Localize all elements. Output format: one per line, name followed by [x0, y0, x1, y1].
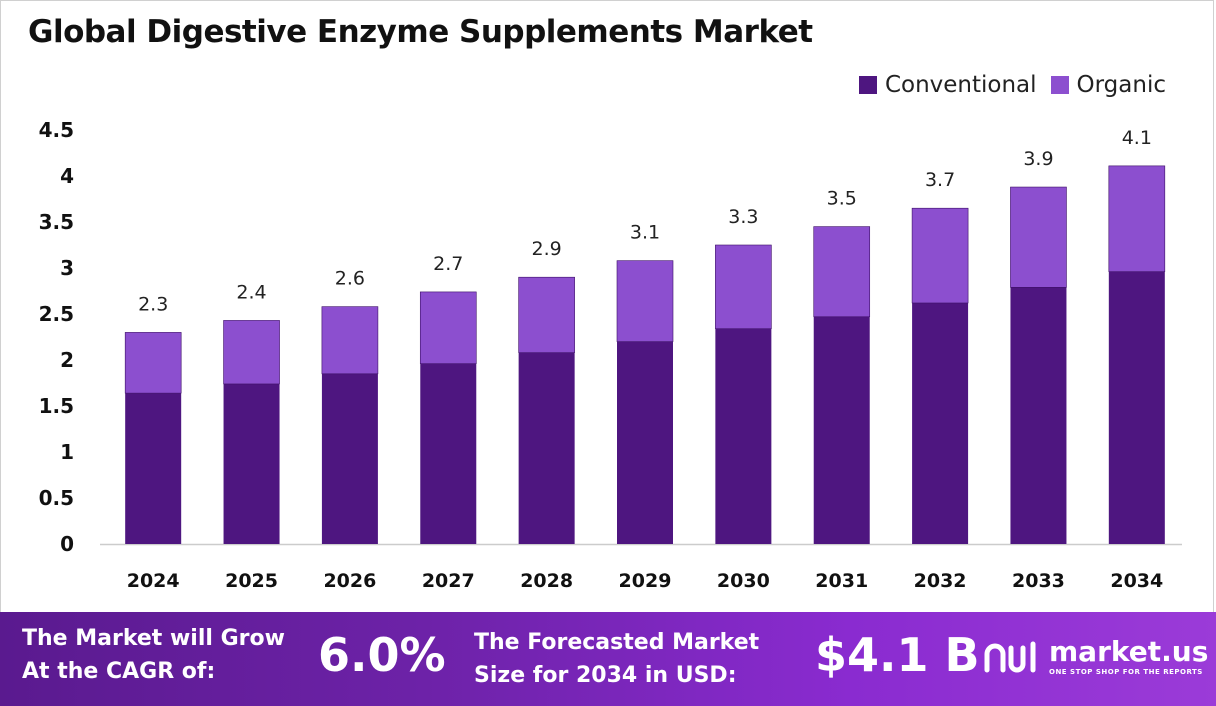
- chart-legend: Conventional Organic: [858, 72, 1166, 98]
- bar-organic: [715, 244, 772, 330]
- summary-footer: The Market will Grow At the CAGR of: 6.0…: [0, 612, 1216, 706]
- bar-total-label: 3.1: [630, 222, 660, 244]
- bar-total-label: 3.3: [728, 206, 758, 228]
- bar-organic: [419, 291, 477, 364]
- bar-conventional: [1010, 287, 1067, 544]
- bar-organic: [223, 320, 280, 385]
- bar-organic: [911, 207, 969, 304]
- bar-conventional: [912, 302, 969, 544]
- bar-conventional: [715, 328, 772, 544]
- bar-total-label: 4.1: [1122, 127, 1152, 149]
- bar-conventional: [518, 352, 575, 544]
- logo-name: market.us: [1049, 635, 1209, 668]
- y-tick-label: 1.5: [39, 394, 74, 418]
- bar-total-label: 3.5: [827, 188, 857, 210]
- bar-organic: [124, 332, 182, 394]
- market-us-wordmark: market.us ONE STOP SHOP FOR THE REPORTS: [1049, 635, 1209, 677]
- y-tick-label: 3.5: [39, 210, 74, 234]
- bar-total-label: 2.4: [236, 281, 266, 303]
- market-size-label: The Forecasted Market Size for 2034 in U…: [474, 626, 794, 692]
- bar-total-label: 2.9: [532, 238, 562, 260]
- x-tick-label: 2034: [1110, 570, 1163, 592]
- market-us-logo[interactable]: market.us ONE STOP SHOP FOR THE REPORTS: [983, 638, 1208, 676]
- y-tick-label: 2: [60, 348, 74, 372]
- x-tick-label: 2029: [619, 570, 672, 592]
- legend-label-organic: Organic: [1076, 72, 1166, 98]
- bar-total-label: 2.6: [335, 268, 365, 290]
- bar-conventional: [125, 393, 182, 544]
- legend-label-conventional: Conventional: [884, 72, 1037, 98]
- cagr-label-line1: The Market will Grow: [22, 626, 285, 651]
- bar-conventional: [321, 373, 378, 544]
- market-size-label-line1: The Forecasted Market: [474, 630, 760, 655]
- y-tick-label: 0.5: [39, 486, 74, 510]
- x-tick-label: 2027: [422, 570, 475, 592]
- y-tick-label: 1: [60, 440, 74, 464]
- market-us-logo-icon: [984, 641, 1036, 673]
- cagr-label: The Market will Grow At the CAGR of:: [22, 622, 312, 688]
- x-tick-label: 2031: [815, 570, 868, 592]
- x-tick-label: 2028: [520, 570, 573, 592]
- bar-conventional: [223, 383, 280, 544]
- bar-conventional: [420, 363, 477, 544]
- cagr-label-line2: At the CAGR of:: [22, 659, 216, 684]
- x-tick-label: 2033: [1012, 570, 1065, 592]
- legend-item-conventional: Conventional: [858, 72, 1037, 98]
- bar-organic: [1108, 165, 1166, 272]
- x-tick-label: 2026: [323, 570, 376, 592]
- legend-swatch-organic: [1050, 76, 1069, 94]
- cagr-value: 6.0%: [318, 628, 446, 682]
- legend-item-organic: Organic: [1050, 72, 1166, 98]
- y-tick-label: 0: [60, 532, 74, 556]
- bar-total-label: 3.7: [925, 169, 955, 191]
- market-size-label-line2: Size for 2034 in USD:: [474, 663, 737, 688]
- bar-organic: [518, 276, 575, 353]
- x-tick-label: 2032: [914, 570, 967, 592]
- market-size-value: $4.1 B: [815, 628, 980, 682]
- bar-total-label: 2.3: [138, 293, 168, 315]
- legend-swatch-conventional: [858, 76, 877, 94]
- y-tick-label: 2.5: [39, 302, 74, 326]
- chart-title: Global Digestive Enzyme Supplements Mark…: [28, 14, 813, 50]
- x-tick-label: 2024: [127, 570, 180, 592]
- bar-organic: [616, 260, 674, 342]
- bar-organic: [813, 226, 871, 318]
- bar-total-label: 3.9: [1023, 148, 1053, 170]
- bar-conventional: [813, 316, 870, 544]
- y-tick-label: 3: [60, 256, 74, 280]
- x-tick-label: 2025: [225, 570, 278, 592]
- bar-organic: [1010, 186, 1067, 288]
- bar-chart: 0 0.5 1 1.5 2 2.5 3 3.5 4 4.5 2.3 2024 2.4 2025 2.6 202…: [39, 118, 1182, 592]
- bar-conventional: [617, 341, 673, 544]
- bar-total-label: 2.7: [433, 253, 463, 275]
- y-tick-label: 4: [60, 164, 74, 188]
- x-tick-label: 2030: [717, 570, 770, 592]
- bar-conventional: [1108, 271, 1165, 544]
- y-tick-label: 4.5: [39, 118, 74, 142]
- bar-organic: [321, 306, 379, 375]
- logo-tagline: ONE STOP SHOP FOR THE REPORTS: [1049, 668, 1203, 676]
